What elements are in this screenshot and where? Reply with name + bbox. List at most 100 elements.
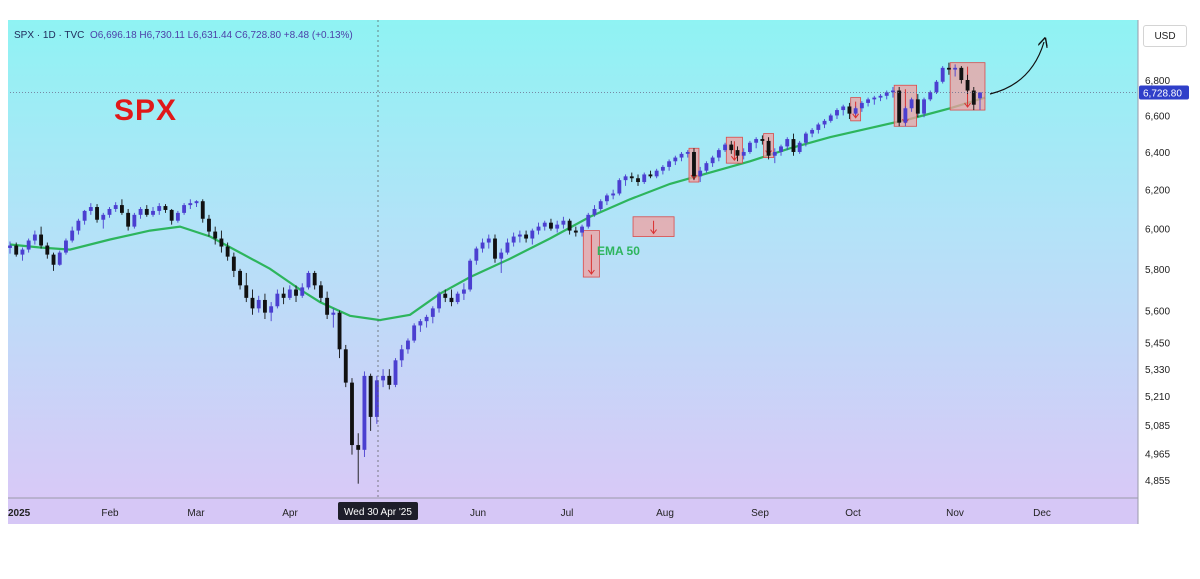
candle-body xyxy=(213,231,218,239)
candle-body xyxy=(194,201,199,204)
down-arrow xyxy=(650,220,657,235)
x-tick-label: Jun xyxy=(470,508,486,519)
candle-body xyxy=(443,293,448,298)
candle-body xyxy=(107,208,112,215)
candle-body xyxy=(965,80,970,91)
x-tick-label: Mar xyxy=(187,508,205,519)
crosshair-date-label: Wed 30 Apr '25 xyxy=(344,507,412,518)
candle-body xyxy=(903,108,908,123)
candle-body xyxy=(45,245,50,255)
candle-body xyxy=(101,214,106,220)
y-tick-label: 5,330 xyxy=(1145,365,1170,376)
y-tick-label: 4,855 xyxy=(1145,476,1170,487)
candle-body xyxy=(648,174,653,177)
crosshair: Wed 30 Apr '25 xyxy=(338,20,418,520)
candle-body xyxy=(493,238,497,259)
candle-body xyxy=(8,245,12,248)
candle-body xyxy=(542,222,547,227)
candle-body xyxy=(343,349,348,383)
y-tick-label: 6,000 xyxy=(1145,225,1170,236)
candle-body xyxy=(667,161,672,167)
candle-body xyxy=(971,90,976,105)
candle-body xyxy=(200,201,205,219)
x-tick-label: Feb xyxy=(101,508,119,519)
candle-body xyxy=(629,176,634,179)
candle-body xyxy=(748,142,752,152)
candle-body xyxy=(250,297,255,309)
price-scale-background xyxy=(1138,20,1190,524)
candle-body xyxy=(474,248,479,261)
candle-body xyxy=(281,293,286,298)
x-tick-label: Oct xyxy=(845,508,861,519)
highlight-layer xyxy=(582,62,986,278)
candle-body xyxy=(76,220,81,231)
down-arrow xyxy=(730,141,738,161)
candle-body xyxy=(735,150,740,156)
candle-body xyxy=(710,157,715,164)
candle-body xyxy=(480,242,485,249)
candle-body xyxy=(362,375,367,450)
candle-body xyxy=(897,90,902,123)
candle-body xyxy=(163,206,168,210)
candle-body xyxy=(822,120,827,125)
candle-body xyxy=(511,236,516,243)
price-axis: 4,855 4,965 5,085 5,210 5,330 5,450 5,600 5,800… xyxy=(10,76,1189,487)
candle-body xyxy=(772,151,777,156)
candle-body xyxy=(412,325,417,341)
candle-body xyxy=(207,218,211,232)
candle-body xyxy=(393,360,398,385)
candle-body xyxy=(294,289,298,296)
candle-body xyxy=(928,92,933,100)
candle-body xyxy=(64,240,68,253)
y-tick-label: 5,600 xyxy=(1145,307,1170,318)
candle-body xyxy=(138,208,143,215)
candle-body xyxy=(461,289,466,294)
candle-body xyxy=(144,208,149,215)
candle-body xyxy=(119,205,124,213)
candle-body xyxy=(959,67,964,80)
candle-body xyxy=(660,166,665,171)
candle-body xyxy=(642,174,647,183)
down-arrow xyxy=(587,234,595,275)
candle-body xyxy=(39,234,44,246)
candle-body xyxy=(785,139,790,147)
projection-arrow xyxy=(989,42,1044,95)
candle-body xyxy=(636,178,640,183)
time-axis-background xyxy=(8,498,1138,524)
candle-body xyxy=(692,151,696,177)
candle-body xyxy=(126,212,131,227)
candle-body xyxy=(555,224,560,229)
candle-body xyxy=(791,139,796,152)
candle-body xyxy=(859,102,864,109)
candle-body xyxy=(318,285,323,298)
candle-body xyxy=(424,316,429,322)
x-tick-label: Nov xyxy=(946,508,964,519)
candle-body xyxy=(741,151,746,156)
currency-button[interactable]: USD xyxy=(1143,25,1187,47)
candle-body xyxy=(698,170,703,177)
candle-body xyxy=(169,209,174,221)
candle-body xyxy=(940,67,945,82)
candle-body xyxy=(287,289,292,298)
candle-body xyxy=(486,238,491,243)
y-tick-label: 5,210 xyxy=(1145,392,1170,403)
candle-body xyxy=(592,208,597,215)
candle-body xyxy=(312,272,317,286)
candle-body xyxy=(915,99,920,114)
y-tick-label: 6,200 xyxy=(1145,186,1170,197)
symbol-label: SPX · 1D · TVC xyxy=(14,30,85,41)
last-price-label: 6,728.80 xyxy=(1143,88,1182,99)
candle-body xyxy=(573,230,578,233)
candle-body xyxy=(953,67,958,70)
candle-body xyxy=(368,375,373,417)
y-tick-label: 6,400 xyxy=(1145,148,1170,159)
candle-body xyxy=(244,285,249,298)
candle-body xyxy=(604,195,609,202)
candle-body xyxy=(275,293,280,307)
candle-body xyxy=(231,256,236,271)
candle-body xyxy=(847,106,852,114)
candle-body xyxy=(387,375,392,385)
candle-body xyxy=(517,234,522,237)
candle-body xyxy=(729,144,734,151)
